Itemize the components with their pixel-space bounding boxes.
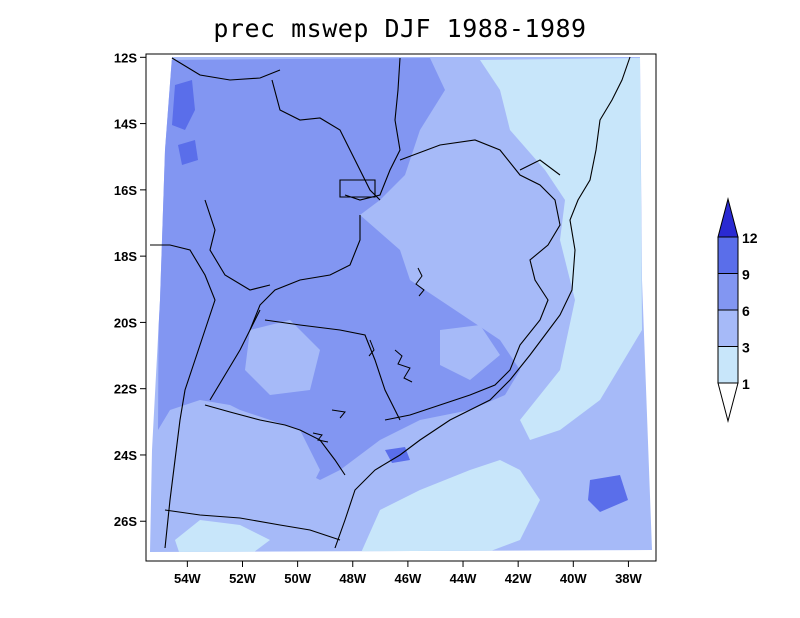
lat-tick-label: 16S: [114, 183, 137, 198]
colorbar: 1 3 6 9 12: [717, 197, 758, 423]
lat-tick-label: 14S: [114, 117, 137, 132]
lon-tick-label: 42W: [505, 571, 532, 586]
lake-furnas: [394, 349, 413, 383]
colorbar-label: 1: [742, 376, 750, 392]
lat-tick-label: 12S: [114, 50, 137, 65]
state-borders: [150, 56, 631, 549]
border-ms-sp: [209, 309, 261, 401]
field-12-spot-c: [588, 475, 628, 512]
lake-tres-marias: [415, 267, 425, 297]
lat-tick-label: 20S: [114, 315, 137, 330]
colorbar-underflow-triangle: [717, 382, 739, 423]
lon-tick-label: 50W: [284, 571, 311, 586]
border-go-ms: [204, 199, 271, 291]
latitude-axis: 12S 14S 16S 18S 20S 22S 24S 26S: [114, 50, 146, 529]
border-mt-go: [271, 79, 381, 201]
precip-field: [150, 57, 652, 552]
field-3-6-east: [480, 58, 642, 440]
lon-tick-label: 52W: [229, 571, 256, 586]
colorbar-label: 6: [742, 303, 750, 319]
field-12-spot-d: [385, 447, 410, 463]
border-sp-mg: [264, 319, 401, 421]
lat-tick-label: 22S: [114, 382, 137, 397]
border-pr-sc: [164, 509, 341, 541]
lake-c: [312, 432, 329, 443]
lon-tick-label: 46W: [395, 571, 422, 586]
map-frame: [145, 53, 657, 562]
lat-tick-label: 24S: [114, 448, 137, 463]
border-mg-north: [384, 139, 561, 421]
lon-tick-label: 54W: [174, 571, 201, 586]
field-6-9-island-a: [245, 320, 320, 395]
colorbar-label: 3: [742, 340, 750, 356]
lat-tick-label: 26S: [114, 514, 137, 529]
colorbar-label: 9: [742, 267, 750, 283]
border-df: [339, 179, 376, 198]
lon-tick-label: 44W: [450, 571, 477, 586]
colorbar-label: 12: [742, 230, 758, 246]
lon-tick-label: 38W: [615, 571, 642, 586]
field-3-6-sw: [175, 520, 270, 552]
border-sp-pr: [204, 404, 346, 476]
colorbar-box: [717, 236, 739, 274]
lake-b: [331, 409, 346, 419]
colorbar-box: [717, 273, 739, 311]
coastline: [334, 56, 631, 549]
longitude-axis: 54W 52W 50W 48W 46W 44W 42W 40W 38W: [174, 561, 643, 586]
border-goias-bahia: [344, 57, 401, 201]
lon-tick-label: 40W: [560, 571, 587, 586]
colorbar-box: [717, 346, 739, 384]
water-bodies: [312, 267, 425, 443]
field-12-spot-a: [172, 80, 195, 130]
border-mt-north: [171, 57, 281, 81]
lat-tick-label: 18S: [114, 249, 137, 264]
border-bahia-south: [519, 159, 561, 176]
colorbar-box: [717, 309, 739, 347]
field-3-6-south: [360, 460, 540, 552]
border-ms-west: [150, 244, 216, 549]
field-9-12-west: [158, 58, 520, 480]
lon-tick-label: 48W: [339, 571, 366, 586]
field-6-9-island-b: [440, 325, 500, 380]
lake-a: [368, 339, 375, 357]
field-12-spot-b: [178, 140, 198, 165]
colorbar-overflow-triangle: [717, 197, 739, 238]
map-title: prec mswep DJF 1988-1989: [213, 14, 587, 43]
border-go-mg: [249, 215, 361, 331]
field-6-9-southwest: [160, 410, 320, 520]
